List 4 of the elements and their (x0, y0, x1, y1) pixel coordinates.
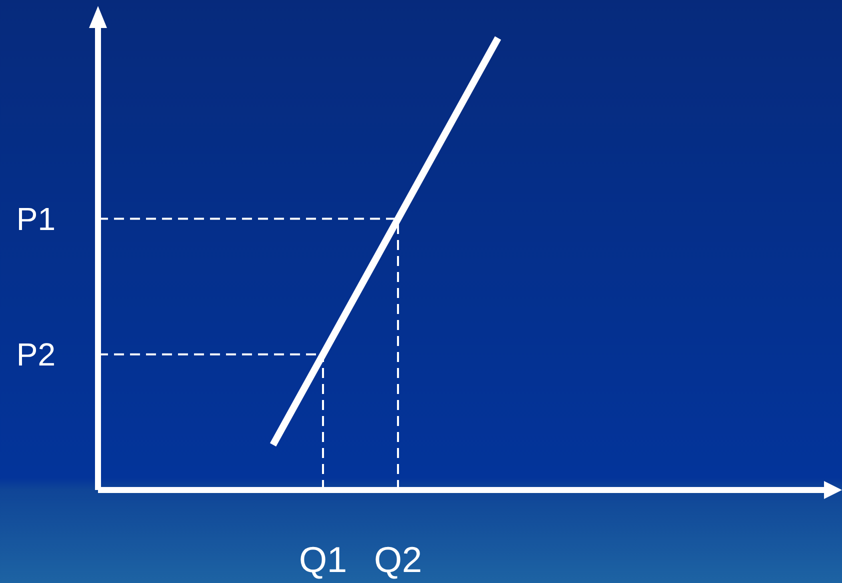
x-tick-label: Q1 (298, 539, 348, 580)
ref-line-label: P2 (16, 336, 56, 373)
x-tick-label: Q2 (374, 539, 422, 580)
ref-line-label: P1 (16, 201, 56, 237)
